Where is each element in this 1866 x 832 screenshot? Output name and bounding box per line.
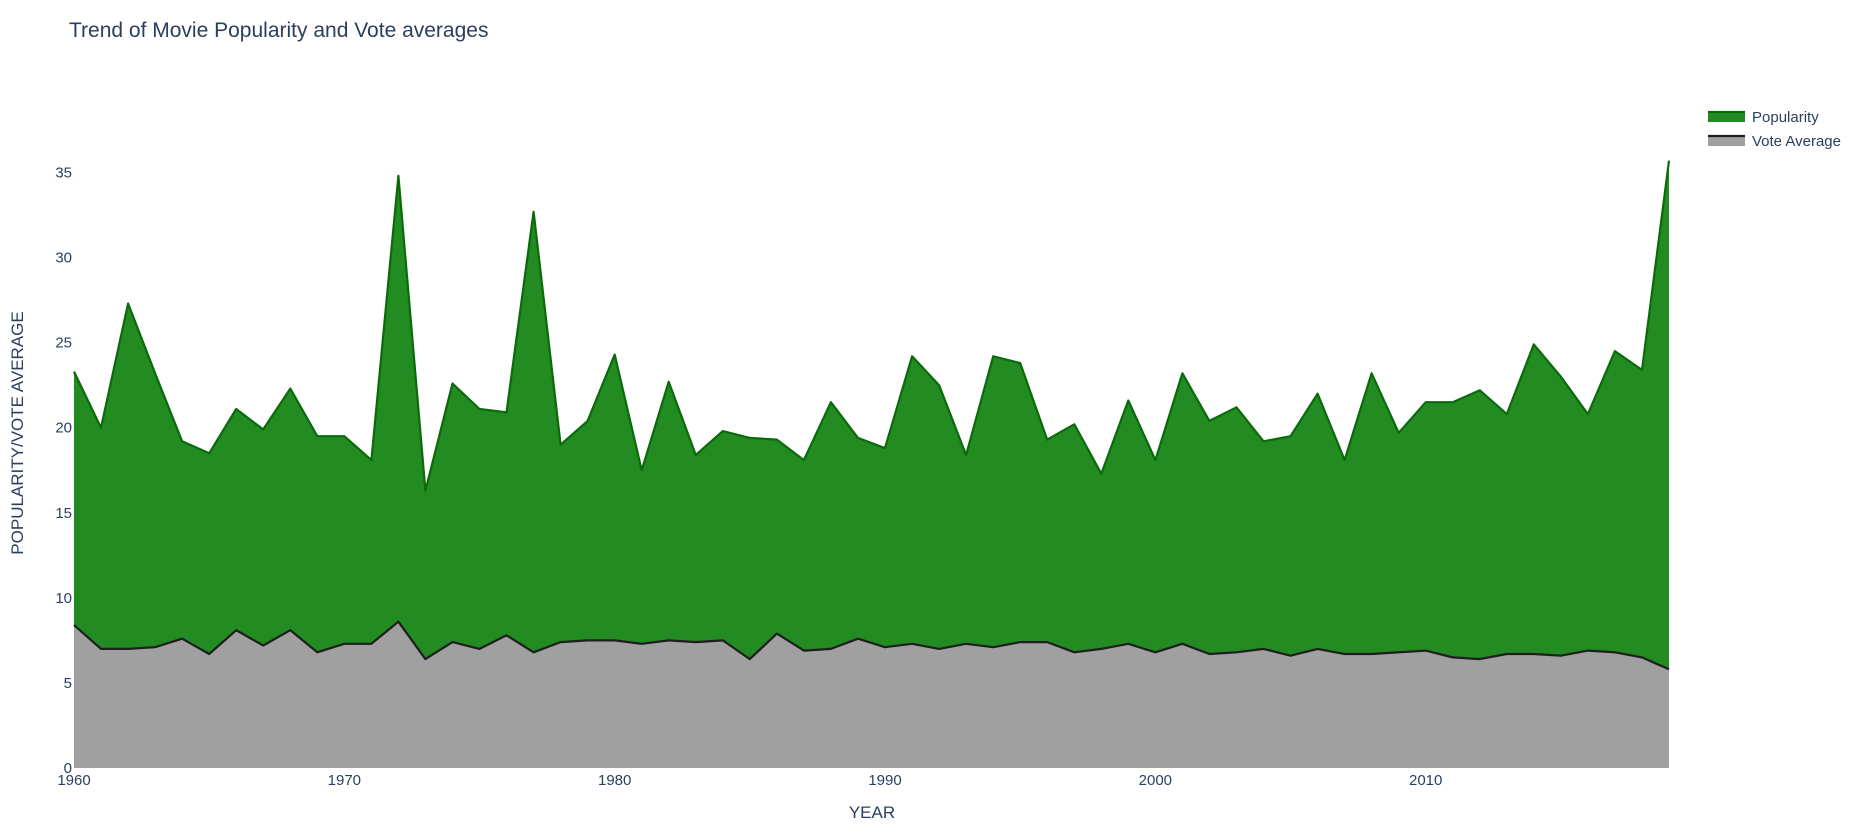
legend-swatch — [1708, 112, 1745, 122]
legend[interactable]: Popularity Vote Average — [1708, 109, 1841, 150]
y-tick-label: 5 — [64, 675, 72, 692]
legend-label: Popularity — [1752, 109, 1819, 126]
x-axis-title: YEAR — [849, 803, 895, 822]
line-vote-average — [73, 620, 1670, 671]
y-axis-ticks: 0 5 10 15 20 25 30 35 — [55, 165, 72, 777]
x-tick-label: 1960 — [57, 772, 90, 789]
y-axis-title: POPULARITY/VOTE AVERAGE — [8, 311, 27, 554]
area-popularity — [74, 160, 1669, 769]
x-tick-label: 2000 — [1139, 772, 1172, 789]
x-tick-label: 1990 — [868, 772, 901, 789]
area-vote-average — [74, 621, 1669, 768]
legend-item-popularity[interactable]: Popularity — [1708, 109, 1819, 126]
y-tick-label: 20 — [55, 420, 72, 437]
line-popularity — [73, 160, 1671, 492]
legend-label: Vote Average — [1752, 133, 1841, 150]
y-tick-label: 15 — [55, 505, 72, 522]
x-tick-label: 1970 — [328, 772, 361, 789]
chart-title: Trend of Movie Popularity and Vote avera… — [69, 19, 488, 42]
x-tick-label: 1980 — [598, 772, 631, 789]
y-tick-label: 35 — [55, 165, 72, 182]
y-tick-label: 25 — [55, 335, 72, 352]
x-axis-ticks: 1960 1970 1980 1990 2000 2010 — [57, 772, 1442, 789]
y-tick-label: 0 — [64, 760, 72, 777]
chart-areas — [73, 160, 1671, 769]
legend-item-vote-average[interactable]: Vote Average — [1708, 133, 1841, 150]
y-tick-label: 10 — [55, 590, 72, 607]
legend-swatch — [1708, 136, 1745, 146]
y-tick-label: 30 — [55, 250, 72, 267]
x-tick-label: 2010 — [1409, 772, 1442, 789]
